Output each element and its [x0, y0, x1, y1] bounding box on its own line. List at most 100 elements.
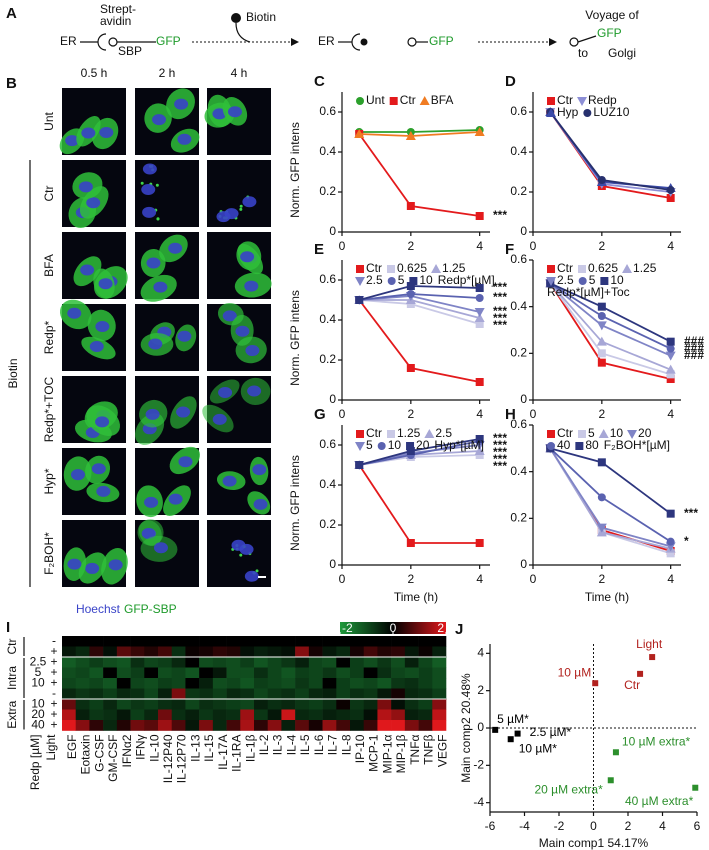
y-tick-label: 0.2 — [510, 511, 527, 525]
nucleus — [253, 498, 268, 510]
heatmap-cell — [432, 636, 447, 647]
biotin-shape — [231, 13, 241, 23]
column-label: GM-CSF — [106, 735, 120, 782]
nucleus — [177, 133, 192, 145]
heatmap-cell — [240, 688, 255, 700]
heatmap-cell — [363, 667, 378, 679]
heatmap-cell — [322, 678, 337, 689]
heatmap-cell — [363, 688, 378, 700]
heatmap-cell — [75, 699, 90, 710]
heatmap-cell — [62, 720, 77, 731]
column-label: MCP-1 — [367, 734, 381, 772]
row-label: 40 — [31, 717, 45, 731]
significance-label: *** — [493, 311, 507, 325]
nucleus — [176, 406, 191, 418]
heatmap-cell — [377, 688, 392, 700]
heatmap-cell — [199, 646, 214, 658]
heatmap-cell — [185, 636, 200, 647]
heatmap-cell — [418, 646, 433, 658]
nucleus — [144, 496, 159, 508]
heatmap-cell — [404, 657, 419, 668]
nucleus — [99, 126, 114, 138]
heatmap-cell — [171, 657, 186, 668]
nucleus — [247, 385, 262, 397]
heatmap-cell — [89, 688, 104, 700]
series-line — [549, 447, 671, 550]
legend-marker — [547, 442, 555, 450]
x-tick-label: -4 — [519, 819, 530, 833]
nucleus — [174, 98, 189, 110]
heatmap-cell — [158, 699, 173, 710]
heatmap-cell — [130, 646, 145, 658]
nucleus — [78, 181, 93, 193]
heatmap-cell — [212, 667, 227, 679]
heatmap-cell — [336, 688, 351, 700]
nucleus — [85, 562, 100, 574]
heatmap-cell — [75, 709, 90, 721]
data-point — [597, 302, 606, 311]
legend-marker — [355, 442, 365, 451]
row-header: Light — [44, 734, 58, 761]
y-tick-label: -2 — [473, 758, 484, 772]
heatmap-cell — [418, 678, 433, 689]
nucleus — [216, 211, 231, 223]
heatmap-cell — [103, 709, 118, 721]
micrograph — [207, 520, 271, 587]
nucleus — [95, 416, 110, 428]
row-label: + — [50, 696, 57, 710]
row-label: + — [50, 675, 57, 689]
diagram-text: Golgi — [608, 46, 636, 60]
y-tick-label: 0.2 — [319, 352, 336, 366]
row-label: Redp*+TOC — [42, 376, 56, 442]
heatmap-cell — [350, 688, 365, 700]
column-label: TNFβ — [422, 734, 436, 764]
y-tick-label: 0.4 — [510, 464, 527, 478]
heatmap-cell — [391, 657, 406, 668]
heatmap-cell — [199, 709, 214, 721]
row-label: - — [52, 686, 56, 700]
heatmap-cell — [295, 636, 310, 647]
significance-label: *** — [684, 506, 698, 520]
micrograph-bg — [207, 520, 271, 587]
series-line — [359, 299, 480, 325]
heatmap-cell — [308, 709, 323, 721]
micrograph — [202, 376, 271, 443]
nucleus — [244, 570, 259, 582]
significance-label: *** — [493, 304, 507, 318]
x-tick-label: 2 — [407, 572, 414, 586]
heatmap-cell — [404, 678, 419, 689]
heatmap-cell — [89, 699, 104, 710]
heatmap-cell — [363, 678, 378, 689]
heatmap-cell — [363, 636, 378, 647]
nucleus — [222, 475, 237, 487]
column-label: IL-12P40 — [161, 734, 175, 783]
data-point — [666, 186, 675, 194]
heatmap-cell — [391, 646, 406, 658]
heatmap-cell — [281, 678, 296, 689]
heatmap-cell — [377, 699, 392, 710]
legend-title: F₂BOH*[µM] — [604, 438, 670, 452]
x-tick-label: -6 — [485, 819, 496, 833]
column-label: G-CSF — [92, 735, 106, 772]
data-point — [475, 294, 484, 302]
column-label: IL-2 — [257, 734, 271, 755]
heatmap-cell — [75, 646, 90, 658]
heatmap-cell — [267, 657, 282, 668]
row-label: 10 — [31, 675, 45, 689]
column-label: IL-1RA — [230, 735, 244, 772]
y-tick-label: 0.4 — [319, 312, 336, 326]
heatmap-cell — [322, 646, 337, 658]
data-point — [474, 127, 485, 136]
column-label: IL-13 — [188, 734, 202, 762]
y-tick-label: 0.6 — [319, 272, 336, 286]
heatmap-cell — [103, 636, 118, 647]
row-label: + — [50, 644, 57, 658]
data-point — [475, 212, 484, 220]
micrograph — [62, 232, 128, 299]
micrograph — [59, 88, 126, 155]
series-line — [549, 111, 671, 191]
heatmap-cell — [144, 720, 159, 731]
heatmap-cell — [171, 646, 186, 658]
heatmap-cell — [212, 709, 227, 721]
row-label: + — [50, 665, 57, 679]
